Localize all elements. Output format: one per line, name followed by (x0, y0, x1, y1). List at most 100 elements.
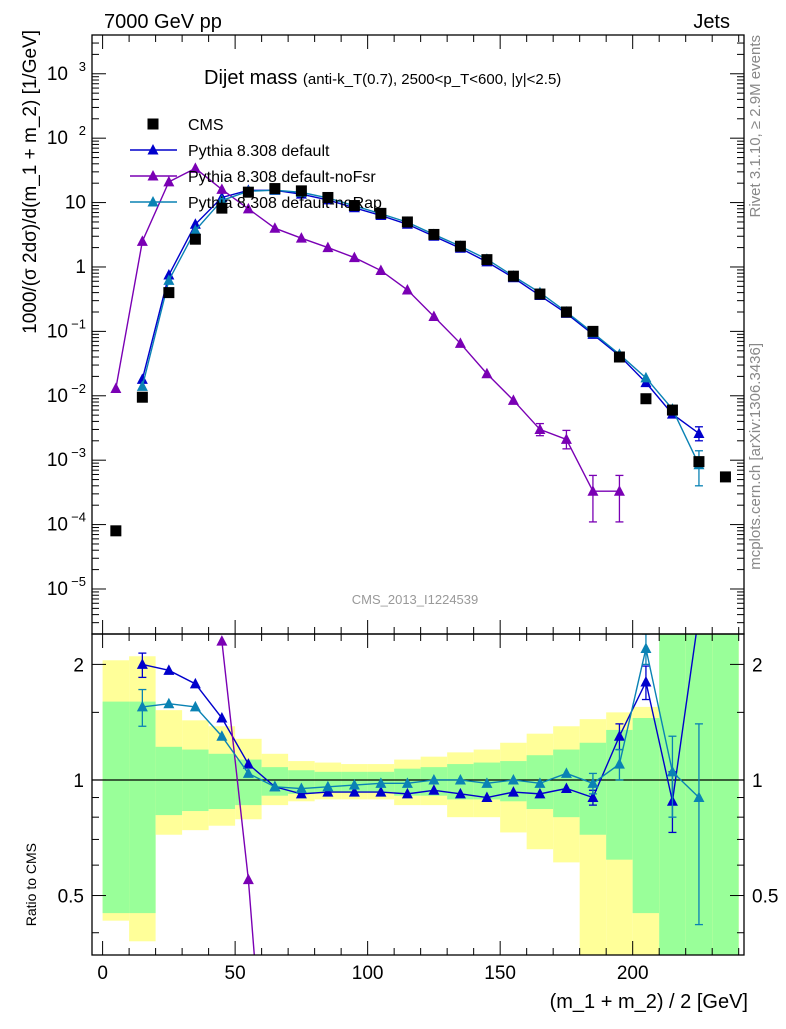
ratio-series-pythia-8-308-default-nofsr (216, 635, 255, 955)
x-axis-title: (m_1 + m_2) / 2 [GeV] (550, 991, 748, 1013)
legend: CMS Pythia 8.308 default Pythia 8.308 defa… (130, 117, 382, 212)
main-point-pythia-8-308-default-norap (163, 274, 175, 285)
main-point-pythia-8-308-default-nofsr (269, 222, 281, 233)
y-tick-exponent: 2 (79, 123, 86, 138)
ratio-point-pythia-8-308-default (454, 787, 466, 799)
ratio-point-pythia-8-308-default-norap (348, 779, 360, 790)
ratio-point-pythia-8-308-default-norap (560, 767, 572, 778)
ratio-line-pythia-8-308-default (142, 634, 697, 802)
ratio-point-pythia-8-308-default-norap (295, 782, 307, 794)
legend-marker-pythia-8-308-default-nofsr (147, 170, 159, 181)
main-point-pythia-8-308-default-nofsr (534, 423, 546, 434)
ratio-point-pythia-8-308-default-norap (454, 773, 466, 785)
ratio-point-pythia-8-308-default-norap (481, 777, 493, 788)
ratio-point-pythia-8-308-default (348, 786, 360, 797)
ratio-point-pythia-8-308-default (560, 782, 572, 794)
y-tick-label: 10 (47, 321, 68, 342)
main-point-cms (216, 202, 228, 214)
main-line-pythia-8-308-default-nofsr (115, 167, 620, 492)
green-band-bin (632, 718, 660, 914)
ratio-point-pythia-8-308-default (242, 758, 254, 769)
main-point-cms (613, 351, 625, 363)
main-point-cms (295, 185, 307, 197)
y-axis-title: 1000/(σ 2dσ)/d(m_1 + m_2) [1/GeV] (20, 30, 41, 334)
main-point-cms (348, 200, 360, 212)
ratio-point-pythia-8-308-default-norap (666, 765, 678, 777)
main-series-cms (110, 183, 731, 537)
ratio-point-pythia-8-308-default (163, 664, 175, 675)
y-tick-exponent: −1 (71, 316, 86, 331)
main-point-pythia-8-308-default-nofsr (189, 162, 201, 173)
ratio-point-pythia-8-308-default-norap (163, 697, 175, 709)
main-point-cms (269, 183, 281, 195)
y-tick-label: 10 (47, 579, 68, 600)
ratio-point-pythia-8-308-default (693, 608, 704, 619)
main-point-pythia-8-308-default-norap (216, 194, 228, 205)
main-point-cms (560, 306, 572, 318)
green-band-bin (155, 746, 183, 816)
plot-title-main: Dijet mass (204, 67, 297, 89)
y-tick-label: 1 (75, 257, 86, 278)
green-band-bin (129, 701, 156, 914)
y-tick-label: 10 (47, 450, 68, 471)
plot-title-detail: (anti-k_T(0.7), 2500<p_T<600, |y|<2.5) (303, 71, 561, 88)
main-series-pythia-8-308-default (136, 184, 705, 442)
legend-label-pythia-8-308-default-nofsr: Pythia 8.308 default-noFsr (188, 169, 376, 186)
main-point-pythia-8-308-default-norap (640, 371, 652, 383)
x-tick-label: 100 (352, 963, 384, 984)
ratio-point-pythia-8-308-default (507, 786, 519, 797)
main-point-cms (136, 391, 148, 403)
ratio-point-pythia-8-308-default-norap (401, 777, 413, 788)
ratio-y-tick-label-right: 2 (752, 655, 763, 676)
ratio-point-pythia-8-308-default-norap (587, 777, 599, 788)
main-point-cms (163, 287, 175, 299)
plot-title: Dijet mass (anti-k_T(0.7), 2500<p_T<600,… (204, 67, 561, 89)
ratio-point-pythia-8-308-default-nofsr (242, 873, 254, 885)
y-tick-exponent: −2 (71, 381, 86, 396)
main-point-cms (640, 393, 652, 405)
ratio-point-pythia-8-308-default-norap (375, 777, 387, 788)
main-series-pythia-8-308-default-norap (136, 184, 705, 487)
main-point-pythia-8-308-default-nofsr (428, 310, 440, 322)
ratio-point-pythia-8-308-default-norap (242, 767, 254, 778)
ratio-point-pythia-8-308-default (428, 784, 440, 795)
main-point-pythia-8-308-default-norap (136, 380, 148, 391)
main-point-pythia-8-308-default (163, 269, 175, 280)
main-point-pythia-8-308-default-nofsr (322, 241, 334, 253)
ratio-point-pythia-8-308-default-norap (216, 730, 228, 741)
x-tick-label: 0 (97, 963, 108, 984)
main-point-cms (189, 233, 201, 245)
main-point-cms (242, 186, 254, 198)
ratio-point-pythia-8-308-default (295, 787, 307, 799)
main-point-pythia-8-308-default-nofsr (587, 485, 599, 496)
main-point-pythia-8-308-default-nofsr (507, 394, 519, 405)
main-line-pythia-8-308-default-norap (141, 189, 700, 466)
main-point-cms (534, 288, 546, 300)
ratio-point-pythia-8-308-default (587, 791, 599, 803)
legend-marker-pythia-8-308-default-norap (147, 196, 159, 207)
main-point-pythia-8-308-default-norap (189, 224, 201, 235)
main-point-pythia-8-308-default-nofsr (216, 183, 228, 194)
green-band-bin (102, 701, 130, 914)
legend-label-cms: CMS (188, 117, 224, 134)
ratio-point-pythia-8-308-default-norap (189, 700, 201, 712)
ratio-frame (91, 633, 745, 956)
ratio-uncertainty-bands (102, 634, 739, 955)
main-point-cms (666, 404, 678, 416)
ratio-point-pythia-8-308-default-norap (534, 777, 546, 788)
ratio-line-pythia-8-308-default-norap (142, 648, 700, 799)
main-point-pythia-8-308-default-nofsr (295, 232, 307, 243)
main-point-cms (375, 207, 387, 219)
ratio-point-pythia-8-308-default-norap (507, 773, 519, 785)
main-point-cms (428, 228, 440, 240)
y-tick-exponent: −5 (71, 574, 86, 589)
ratio-point-pythia-8-308-default-norap (322, 780, 334, 792)
mcplots-label: mcplots.cern.ch [arXiv:1306.3436] (747, 343, 764, 570)
main-point-pythia-8-308-default-nofsr (454, 337, 466, 348)
y-tick-label: 10 (47, 128, 68, 149)
main-point-cms (454, 240, 466, 252)
main-point-pythia-8-308-default-nofsr (560, 433, 572, 444)
ratio-point-pythia-8-308-default (189, 677, 201, 689)
ratio-y-tick-label: 0.5 (58, 887, 84, 908)
